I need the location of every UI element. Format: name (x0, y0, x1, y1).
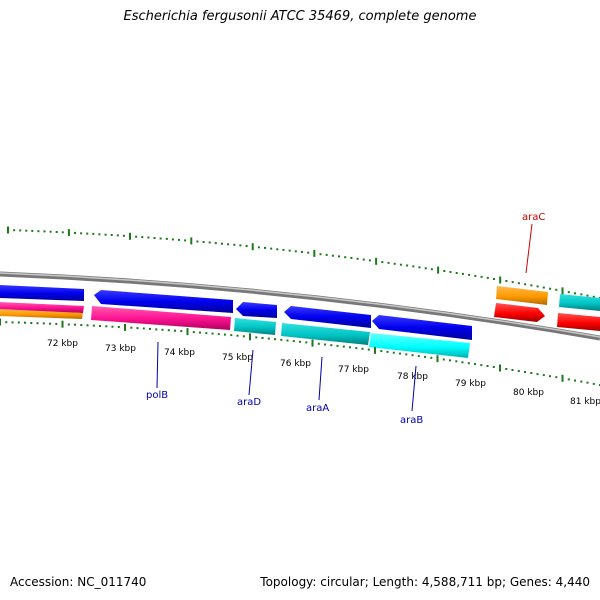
accession-value: NC_011740 (77, 575, 147, 589)
gene-feature (496, 286, 548, 305)
accession-label: Accession: (10, 575, 74, 589)
scale-label: 79 kbp (455, 379, 486, 389)
gene-feature (494, 303, 545, 322)
gene-labels: polB araD araA araB araC (146, 212, 545, 426)
scale-labels: 72 kbp 73 kbp 74 kbp 75 kbp 76 kbp 77 kb… (47, 339, 600, 407)
genome-backbone-highlight (0, 272, 600, 338)
length-value: 4,588,711 bp; (421, 575, 507, 589)
scale-label: 72 kbp (47, 339, 78, 349)
gene-feature (559, 294, 600, 311)
gene-feature (369, 333, 470, 358)
scale-track (0, 318, 600, 386)
gene-feature (284, 306, 371, 328)
gene-feature (281, 323, 370, 345)
upper-dotted-track (7, 226, 600, 299)
gene-label-araC: araC (522, 212, 545, 223)
gene-feature (557, 313, 600, 331)
accession-info: Accession: NC_011740 (10, 575, 146, 589)
scale-label: 81 kbp (570, 397, 600, 407)
scale-label: 74 kbp (164, 348, 195, 358)
gene-feature (0, 285, 84, 301)
topology-value: circular; (320, 575, 369, 589)
genome-backbone (0, 271, 600, 341)
genes-label: Genes: (509, 575, 552, 589)
scale-label: 75 kbp (222, 353, 253, 363)
genes-value: 4,440 (555, 575, 590, 589)
reverse-strand-features (0, 302, 600, 358)
forward-strand-features (0, 285, 600, 340)
scale-label: 73 kbp (105, 344, 136, 354)
topology-label: Topology: (260, 575, 317, 589)
label-leader-line (318, 356, 323, 401)
scale-label: 76 kbp (280, 359, 311, 369)
genome-stats: Topology: circular; Length: 4,588,711 bp… (260, 575, 590, 589)
gene-feature (94, 290, 233, 313)
gene-feature (372, 315, 472, 340)
scale-label: 78 kbp (397, 372, 428, 382)
length-label: Length: (372, 575, 419, 589)
gene-feature (236, 302, 277, 318)
scale-label: 80 kbp (513, 388, 544, 398)
label-leader-line (411, 365, 417, 412)
label-leader-line (248, 349, 254, 396)
map-title: Escherichia fergusonii ATCC 35469, compl… (123, 9, 477, 24)
gene-label-polB: polB (146, 390, 168, 401)
gene-feature (234, 318, 276, 335)
gene-label-araD: araD (237, 397, 261, 408)
label-leader-line (525, 223, 533, 274)
label-leader-line (156, 341, 159, 389)
gene-feature (0, 309, 83, 319)
gene-feature (91, 306, 231, 330)
scale-label: 77 kbp (338, 365, 369, 375)
gene-label-araA: araA (306, 403, 329, 414)
gene-label-araB: araB (400, 415, 423, 426)
